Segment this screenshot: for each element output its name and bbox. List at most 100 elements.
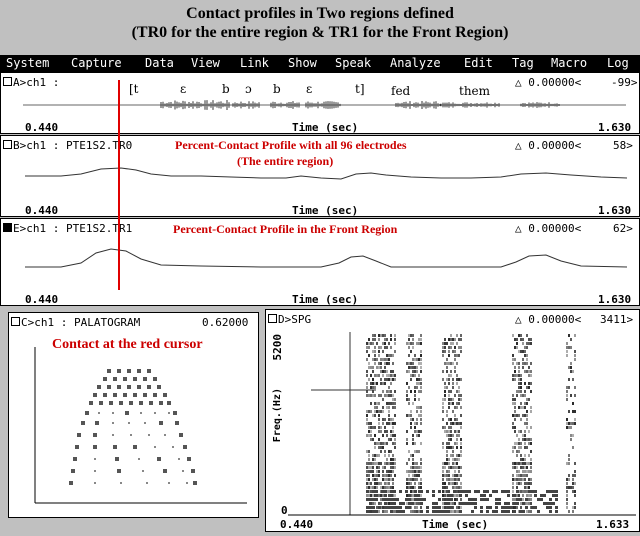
panel-a-x-start: 0.440: [25, 121, 59, 134]
menu-analyze[interactable]: Analyze: [390, 56, 441, 70]
spectrogram-cell: [448, 354, 450, 357]
spectrogram-cell: [566, 342, 568, 345]
panel-c-palatogram[interactable]: C>ch1 : PALATOGRAM 0.62000 Contact at th…: [8, 312, 259, 518]
window-box-active-icon[interactable]: [3, 223, 12, 232]
spectrogram-cell: [520, 466, 522, 469]
spectrogram-cell: [530, 458, 532, 461]
palatogram-electrode: [113, 393, 117, 397]
spectrogram-cell: [416, 386, 418, 389]
menu-system[interactable]: System: [6, 56, 50, 70]
spectrogram-cell: [524, 430, 526, 433]
spectrogram-cell: [528, 382, 530, 385]
spectrogram-cell: [372, 466, 374, 469]
spectrogram-cell: [378, 462, 380, 465]
spectrogram-cell: [372, 454, 374, 457]
spectrogram-cell: [458, 470, 460, 473]
palatogram-electrode: [73, 457, 77, 461]
spectrogram-cell: [522, 338, 524, 341]
spectrogram-cell: [384, 494, 387, 497]
palatogram-electrode: [168, 412, 170, 414]
spectrogram-cell: [456, 474, 458, 477]
spectrogram-cell: [458, 474, 460, 477]
menu-link[interactable]: Link: [240, 56, 269, 70]
spectrogram-cell: [555, 506, 558, 509]
red-cursor[interactable]: [118, 80, 120, 290]
spectrogram-cell: [378, 374, 380, 377]
panel-e-annotation: Percent-Contact Profile in the Front Reg…: [173, 222, 398, 236]
spectrogram-cell: [516, 478, 518, 481]
spectrogram-cell: [516, 338, 518, 341]
window-box-icon[interactable]: [3, 140, 12, 149]
spectrogram-cell: [446, 358, 448, 361]
spectrogram-cell: [416, 406, 418, 409]
spectrogram-cell: [450, 498, 453, 501]
spectrogram-cell: [368, 342, 370, 345]
spectrogram-cell: [522, 438, 524, 441]
spectrogram-cell: [522, 478, 524, 481]
spectrogram-cell: [524, 346, 526, 349]
spectrogram-cell: [408, 474, 410, 477]
spectrogram-cell: [420, 470, 422, 473]
spectrogram-cell: [450, 510, 452, 513]
spectrogram-cell: [382, 374, 384, 377]
spectrogram-cell: [418, 390, 420, 393]
menu-macro[interactable]: Macro: [551, 56, 588, 70]
spectrogram-cell: [420, 498, 423, 501]
spectrogram-cell: [574, 462, 576, 465]
panel-b-tr0[interactable]: B>ch1 : PTE1S2.TR0 Percent-Contact Profi…: [0, 135, 640, 217]
menu-speak[interactable]: Speak: [335, 56, 372, 70]
spectrogram-cell: [516, 502, 519, 505]
spectrogram-cell: [446, 434, 448, 437]
window-box-icon[interactable]: [11, 317, 20, 326]
spectrogram-cell: [514, 338, 516, 341]
menu-capture[interactable]: Capture: [71, 56, 122, 70]
spectrogram-cell: [526, 334, 528, 337]
segment-b-1: b: [222, 82, 230, 96]
panel-e-tr1[interactable]: E>ch1 : PTE1S2.TR1 Percent-Contact Profi…: [0, 218, 640, 306]
spectrogram-cell: [408, 334, 410, 337]
spectrogram-cell: [408, 458, 410, 461]
panel-a-waveform[interactable]: A>ch1 : [t ɛ b ɔ b ɛ t] fed them △ 0.000…: [0, 72, 640, 134]
palatogram-electrode: [125, 411, 129, 415]
menu-show[interactable]: Show: [288, 56, 317, 70]
spectrogram-cell: [446, 370, 448, 373]
spectrogram-cell: [520, 350, 522, 353]
spectrogram-cell: [486, 498, 489, 501]
spectrogram-cell: [568, 458, 570, 461]
palatogram-electrode: [123, 377, 127, 381]
spectrogram-cell: [444, 382, 446, 385]
spectrogram-cell: [572, 486, 574, 489]
spectrogram-cell: [452, 482, 454, 485]
spectrogram-cell: [459, 510, 462, 513]
spectrogram-cell: [370, 482, 372, 485]
spectrogram-cell: [412, 510, 414, 513]
spectrogram-cell: [452, 446, 454, 449]
spectrogram-cell: [393, 498, 396, 501]
spectrogram-cell: [442, 354, 444, 357]
menu-log[interactable]: Log: [607, 56, 629, 70]
spectrogram-cell: [370, 462, 372, 465]
panel-d-spectrogram[interactable]: D>SPG △ 0.00000< 3411> 5200 Freq.(Hz) 0 …: [265, 309, 640, 532]
spectrogram-cell: [543, 494, 546, 497]
spectrogram-cell: [456, 438, 458, 441]
spectrogram-cell: [384, 370, 386, 373]
spectrogram-cell: [370, 438, 372, 441]
spectrogram-cell: [454, 406, 456, 409]
spectrogram-cell: [501, 510, 504, 513]
spectrogram-cell: [418, 482, 420, 485]
spectrogram-cell: [420, 410, 422, 413]
menu-edit[interactable]: Edit: [464, 56, 493, 70]
window-box-icon[interactable]: [268, 314, 277, 323]
spectrogram-cell: [384, 474, 386, 477]
palatogram-electrode: [94, 482, 96, 484]
triangle-icon: △: [515, 139, 522, 152]
spectrogram-cell: [412, 370, 414, 373]
menu-data[interactable]: Data: [145, 56, 174, 70]
spectrogram-cell: [528, 502, 530, 505]
spectrogram-cell: [420, 430, 422, 433]
spectrogram-cell: [408, 470, 410, 473]
spectrogram-cell: [406, 470, 408, 473]
menu-view[interactable]: View: [191, 56, 220, 70]
menu-tag[interactable]: Tag: [512, 56, 534, 70]
window-box-icon[interactable]: [3, 77, 12, 86]
